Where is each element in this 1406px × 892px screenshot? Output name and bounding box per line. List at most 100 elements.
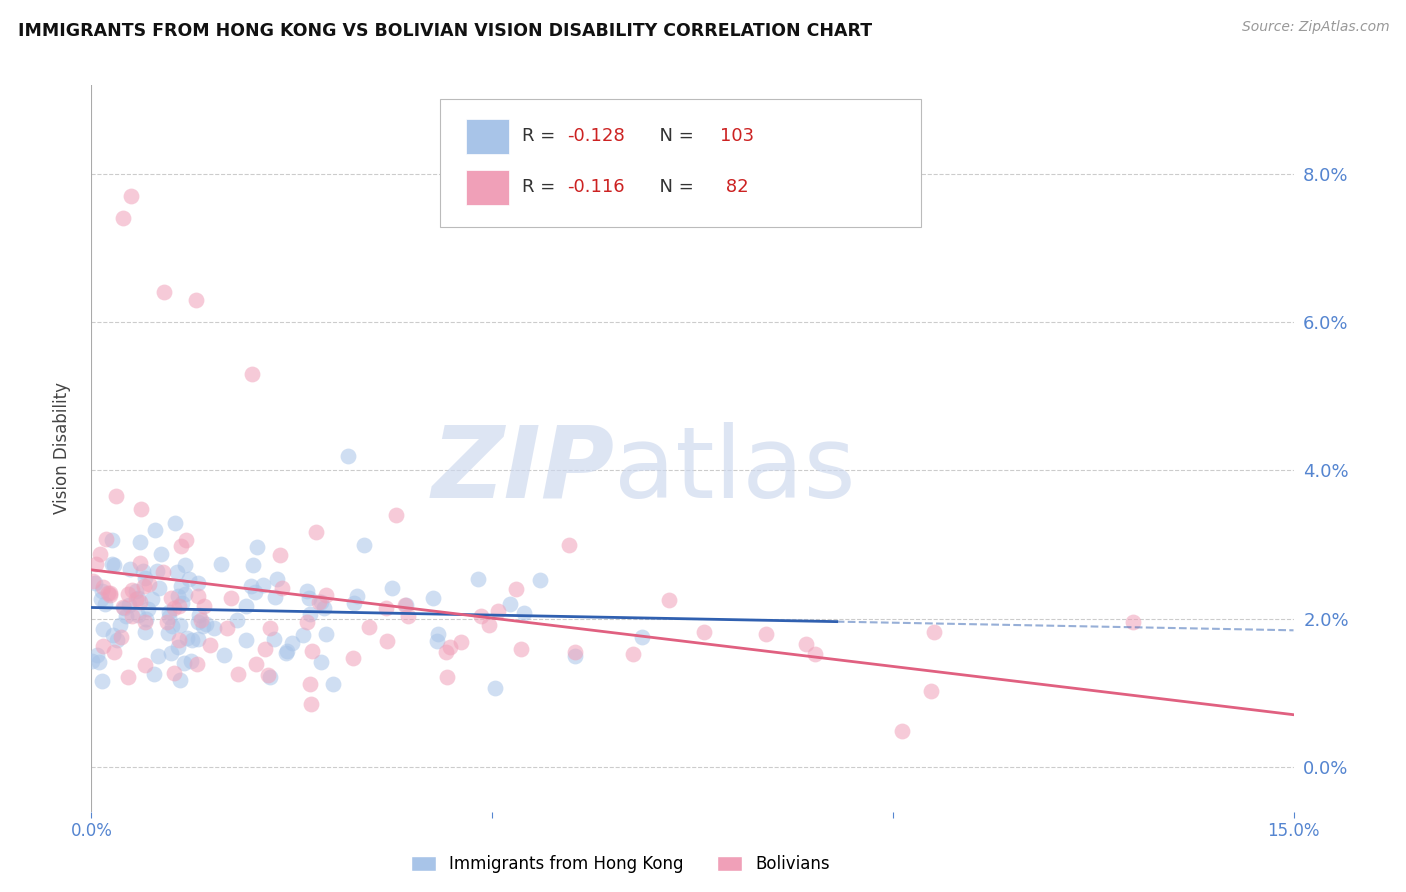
Point (276, 644, 298, 658)
Point (564, 649, 586, 664)
Point (657, 593, 679, 607)
Text: IMMIGRANTS FROM HONG KONG VS BOLIVIAN VISION DISABILITY CORRELATION CHART: IMMIGRANTS FROM HONG KONG VS BOLIVIAN VI… (18, 22, 872, 40)
Point (187, 576, 209, 591)
Point (91, 583, 114, 598)
Point (121, 583, 143, 598)
Point (143, 667, 166, 681)
Point (1122, 615, 1144, 630)
Point (177, 572, 200, 586)
Point (100, 557, 122, 571)
Point (86, 557, 108, 571)
Point (125, 591, 148, 606)
Point (82, 574, 104, 588)
Point (343, 596, 366, 610)
Point (509, 642, 531, 657)
Point (486, 605, 509, 619)
Point (90, 591, 112, 606)
Point (259, 670, 281, 684)
Point (299, 677, 322, 691)
Point (173, 558, 195, 573)
Point (336, 449, 359, 463)
Point (117, 587, 139, 601)
Point (436, 670, 458, 684)
Point (308, 595, 330, 609)
Point (190, 613, 212, 627)
Point (103, 558, 125, 572)
Text: 103: 103 (720, 127, 754, 145)
Point (505, 582, 527, 597)
Point (84, 576, 107, 591)
Point (263, 590, 285, 604)
Point (157, 610, 180, 624)
Point (631, 630, 654, 644)
Point (180, 654, 202, 668)
Point (80, 654, 103, 668)
Point (107, 632, 129, 647)
Point (132, 564, 155, 578)
Point (266, 572, 288, 586)
Point (148, 582, 170, 596)
Point (146, 648, 169, 663)
Point (174, 533, 197, 547)
Point (152, 285, 174, 300)
Bar (467, 119, 509, 153)
Point (377, 634, 399, 648)
Point (114, 601, 136, 615)
Point (134, 658, 156, 673)
Point (353, 538, 375, 552)
Point (342, 650, 364, 665)
Point (295, 615, 318, 630)
Point (381, 581, 404, 595)
Point (259, 621, 281, 635)
Point (269, 549, 291, 563)
Point (167, 589, 190, 603)
Point (470, 608, 492, 623)
Y-axis label: Vision Disability: Vision Disability (52, 383, 70, 514)
Point (172, 595, 194, 609)
Point (91, 580, 114, 594)
Point (291, 628, 314, 642)
Point (170, 579, 193, 593)
Text: ZIP: ZIP (432, 422, 614, 518)
Point (103, 645, 125, 659)
Point (276, 646, 298, 660)
Point (305, 524, 328, 539)
Point (499, 597, 522, 611)
Point (922, 625, 945, 640)
Point (163, 666, 186, 681)
Point (385, 508, 408, 522)
Point (134, 571, 156, 585)
Point (235, 599, 257, 614)
Point (117, 670, 139, 684)
Point (242, 558, 264, 572)
Point (120, 562, 142, 576)
Point (245, 585, 267, 599)
Point (263, 632, 285, 646)
Text: R =: R = (522, 127, 561, 145)
Point (112, 211, 135, 226)
Point (235, 632, 257, 647)
Point (245, 657, 267, 672)
Point (167, 599, 190, 613)
Point (127, 608, 149, 623)
Point (312, 601, 335, 615)
Point (322, 677, 344, 691)
Point (125, 584, 148, 599)
Point (159, 591, 181, 605)
Point (110, 630, 132, 644)
Point (132, 579, 155, 593)
Point (396, 609, 419, 624)
Point (298, 607, 321, 622)
Point (564, 645, 586, 659)
Point (219, 591, 242, 605)
Point (890, 723, 912, 738)
Point (169, 673, 191, 687)
Point (299, 697, 322, 711)
Point (755, 627, 778, 641)
Point (146, 564, 169, 578)
Point (301, 644, 323, 658)
Point (309, 595, 332, 609)
Point (141, 592, 163, 607)
Point (176, 631, 198, 645)
Point (138, 577, 160, 591)
